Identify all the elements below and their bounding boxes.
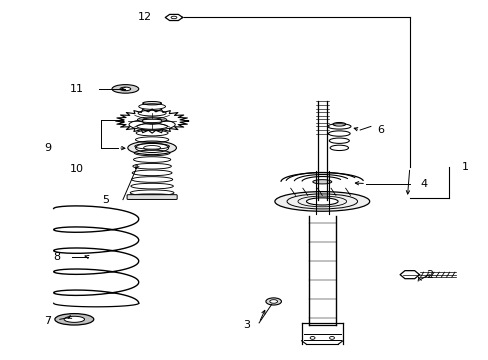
Text: 8: 8: [54, 252, 61, 262]
Ellipse shape: [112, 85, 139, 93]
FancyBboxPatch shape: [127, 195, 177, 199]
Text: 2: 2: [425, 270, 432, 280]
Text: 1: 1: [461, 162, 468, 172]
Text: 5: 5: [102, 195, 109, 204]
Text: 9: 9: [44, 143, 51, 153]
Text: 11: 11: [70, 84, 83, 94]
Text: 3: 3: [243, 320, 250, 330]
Text: 10: 10: [70, 164, 83, 174]
Text: 7: 7: [44, 316, 51, 326]
Ellipse shape: [55, 314, 94, 325]
Ellipse shape: [127, 141, 176, 155]
Ellipse shape: [265, 298, 281, 305]
Text: 12: 12: [138, 13, 152, 22]
Ellipse shape: [135, 143, 168, 153]
Ellipse shape: [306, 198, 337, 205]
Ellipse shape: [269, 300, 277, 303]
Ellipse shape: [64, 316, 84, 322]
Ellipse shape: [142, 118, 162, 124]
Ellipse shape: [274, 192, 369, 211]
Text: 6: 6: [376, 125, 384, 135]
Text: 4: 4: [420, 179, 427, 189]
Ellipse shape: [120, 87, 130, 91]
Ellipse shape: [312, 180, 331, 184]
